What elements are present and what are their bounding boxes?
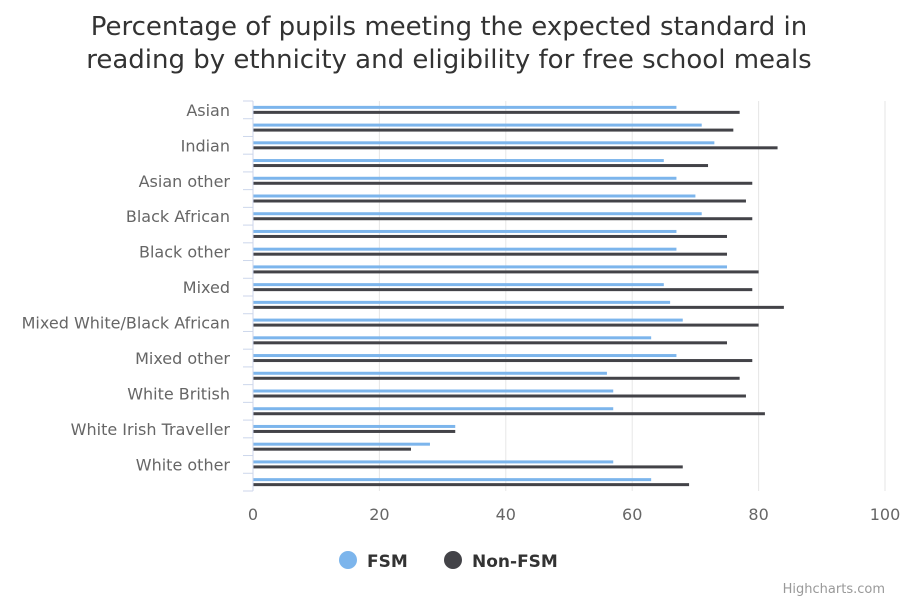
bar-fsm-2 bbox=[253, 141, 715, 145]
bar-non-fsm-17 bbox=[253, 412, 765, 416]
category-label-black-african: Black African bbox=[126, 207, 230, 226]
category-label-black-other: Black other bbox=[139, 243, 230, 262]
category-label-asian-other: Asian other bbox=[139, 172, 231, 191]
legend-label-non-fsm: Non-FSM bbox=[472, 552, 558, 572]
legend[interactable]: FSM Non-FSM bbox=[339, 551, 558, 572]
bars bbox=[253, 105, 784, 487]
bar-fsm-10 bbox=[253, 283, 664, 287]
x-tick-label-100: 100 bbox=[870, 505, 900, 524]
bar-fsm-4 bbox=[253, 176, 677, 180]
chart-title-line-1: Percentage of pupils meeting the expecte… bbox=[91, 12, 808, 42]
category-label-white-other: White other bbox=[136, 455, 231, 474]
x-tick-label-80: 80 bbox=[748, 505, 768, 524]
bar-fsm-16 bbox=[253, 389, 614, 393]
bar-fsm-20 bbox=[253, 460, 614, 464]
bar-non-fsm-3 bbox=[253, 164, 709, 168]
category-label-mixed-white-black-african: Mixed White/Black African bbox=[22, 314, 230, 333]
legend-label-fsm: FSM bbox=[367, 552, 408, 572]
bar-non-fsm-13 bbox=[253, 341, 727, 345]
legend-marker-fsm bbox=[339, 551, 357, 569]
x-tick-label-40: 40 bbox=[496, 505, 516, 524]
category-label-mixed-other: Mixed other bbox=[135, 349, 230, 368]
bar-non-fsm-14 bbox=[253, 359, 753, 363]
bar-fsm-21 bbox=[253, 478, 652, 482]
bar-non-fsm-4 bbox=[253, 181, 753, 185]
bar-fsm-14 bbox=[253, 354, 677, 358]
bar-fsm-1 bbox=[253, 123, 702, 127]
category-label-asian: Asian bbox=[186, 101, 230, 120]
bar-fsm-18 bbox=[253, 424, 456, 428]
x-tick-label-0: 0 bbox=[248, 505, 258, 524]
bar-non-fsm-15 bbox=[253, 376, 740, 380]
bar-non-fsm-6 bbox=[253, 217, 753, 221]
bar-non-fsm-19 bbox=[253, 447, 411, 451]
bar-non-fsm-10 bbox=[253, 288, 753, 292]
bar-non-fsm-16 bbox=[253, 394, 746, 398]
bar-non-fsm-1 bbox=[253, 128, 734, 132]
bar-fsm-9 bbox=[253, 265, 727, 269]
bar-non-fsm-9 bbox=[253, 270, 759, 274]
bar-non-fsm-0 bbox=[253, 110, 740, 114]
bar-fsm-6 bbox=[253, 212, 702, 216]
bar-non-fsm-7 bbox=[253, 234, 727, 238]
bar-fsm-13 bbox=[253, 336, 652, 340]
category-label-indian: Indian bbox=[181, 136, 230, 155]
bar-fsm-12 bbox=[253, 318, 683, 322]
bar-fsm-0 bbox=[253, 105, 677, 109]
bar-fsm-5 bbox=[253, 194, 696, 198]
chart-title-line-2: reading by ethnicity and eligibility for… bbox=[86, 45, 811, 75]
x-tick-label-20: 20 bbox=[369, 505, 389, 524]
category-label-mixed: Mixed bbox=[183, 278, 230, 297]
bar-non-fsm-18 bbox=[253, 429, 456, 433]
legend-marker-non-fsm bbox=[444, 551, 462, 569]
category-label-white-irish-traveller: White Irish Traveller bbox=[71, 420, 231, 439]
axes: 0 20 40 60 80 100 Asian Indian Asian other Black … bbox=[22, 100, 900, 524]
bar-non-fsm-21 bbox=[253, 483, 690, 487]
bar-fsm-11 bbox=[253, 300, 671, 304]
bar-non-fsm-8 bbox=[253, 252, 727, 256]
bar-fsm-15 bbox=[253, 371, 607, 375]
bar-fsm-17 bbox=[253, 407, 614, 411]
bar-fsm-7 bbox=[253, 229, 677, 233]
x-tick-label-60: 60 bbox=[622, 505, 642, 524]
category-label-white-british: White British bbox=[127, 385, 230, 404]
credit-link[interactable]: Highcharts.com bbox=[783, 582, 885, 597]
bar-non-fsm-2 bbox=[253, 146, 778, 150]
bar-fsm-8 bbox=[253, 247, 677, 251]
bar-non-fsm-5 bbox=[253, 199, 746, 203]
bar-non-fsm-20 bbox=[253, 465, 683, 469]
bar-non-fsm-11 bbox=[253, 305, 784, 309]
bar-fsm-19 bbox=[253, 442, 430, 446]
legend-item-non-fsm[interactable]: Non-FSM bbox=[444, 551, 558, 572]
legend-item-fsm[interactable]: FSM bbox=[339, 551, 408, 572]
bar-fsm-3 bbox=[253, 159, 664, 163]
bar-non-fsm-12 bbox=[253, 323, 759, 327]
